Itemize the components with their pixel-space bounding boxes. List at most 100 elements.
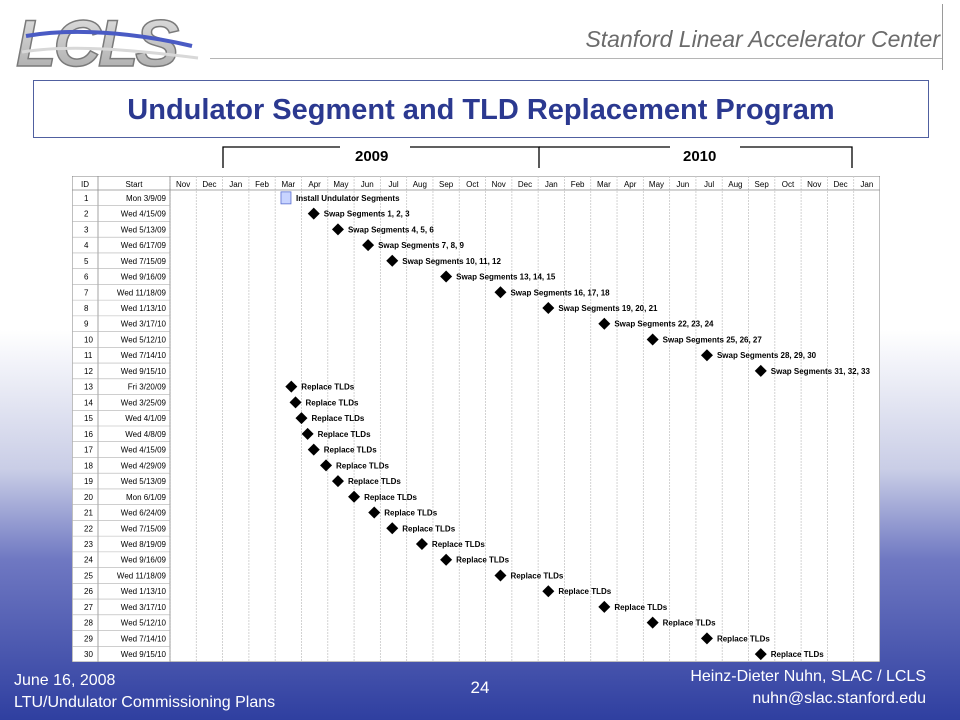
footer-right: Heinz-Dieter Nuhn, SLAC / LCLS nuhn@slac…	[690, 666, 926, 710]
row-id: 18	[84, 461, 93, 470]
milestone-label: Replace TLDs	[456, 556, 509, 565]
row-start-date: Wed 5/13/09	[121, 225, 167, 234]
milestone-marker	[700, 632, 713, 645]
chart-background	[72, 176, 880, 662]
row-start-date: Mon 6/1/09	[126, 493, 167, 502]
header-divider	[210, 58, 942, 59]
milestone-marker	[700, 349, 713, 362]
logo-text: LCLS	[16, 6, 179, 76]
month-label: Jun	[676, 180, 689, 189]
lcls-logo: LCLS	[15, 6, 199, 76]
row-start-date: Wed 3/17/10	[121, 320, 167, 329]
year-label-2009: 2009	[355, 148, 389, 165]
month-label: Dec	[518, 180, 532, 189]
row-id: 26	[84, 587, 93, 596]
month-label: Jan	[229, 180, 242, 189]
milestone-label: Replace TLDs	[348, 477, 401, 486]
row-id: 22	[84, 524, 93, 533]
row-id: 28	[84, 619, 93, 628]
month-label: Aug	[728, 180, 742, 189]
milestone-marker	[320, 459, 333, 472]
month-label: Oct	[466, 180, 479, 189]
month-label: Jul	[388, 180, 398, 189]
milestone-label: Swap Segments 1, 2, 3	[324, 210, 410, 219]
month-label: Apr	[308, 180, 321, 189]
milestone-marker	[440, 553, 453, 566]
row-id: 11	[84, 351, 93, 360]
row-id: 9	[84, 320, 89, 329]
milestone-label: Replace TLDs	[318, 430, 371, 439]
milestone-label: Replace TLDs	[717, 634, 770, 643]
task-bar	[280, 191, 292, 205]
milestone-label: Swap Segments 13, 14, 15	[456, 273, 556, 282]
milestone-marker	[598, 317, 611, 330]
footer-subtitle: LTU/Undulator Commissioning Plans	[14, 694, 276, 711]
month-label: Oct	[782, 180, 795, 189]
row-start-date: Wed 4/1/09	[125, 414, 166, 423]
row-start-date: Wed 7/14/10	[121, 634, 167, 643]
milestone-label: Replace TLDs	[614, 603, 667, 612]
milestone-marker	[331, 223, 344, 236]
milestone-marker	[348, 490, 361, 503]
row-start-date: Wed 5/12/10	[121, 619, 167, 628]
row-id: 14	[84, 398, 93, 407]
milestone-marker	[754, 364, 767, 377]
milestone-label: Swap Segments 28, 29, 30	[717, 351, 817, 360]
milestone-label: Replace TLDs	[384, 509, 437, 518]
row-start-date: Wed 1/13/10	[121, 304, 167, 313]
slide-title: Undulator Segment and TLD Replacement Pr…	[127, 94, 835, 126]
milestone-label: Swap Segments 16, 17, 18	[510, 288, 610, 297]
row-id: 16	[84, 430, 93, 439]
milestone-marker	[362, 239, 375, 252]
row-id: 12	[84, 367, 93, 376]
logo-swoosh-icon	[25, 29, 193, 48]
row-start-date: Wed 5/12/10	[121, 335, 167, 344]
row-start-date: Wed 4/15/09	[121, 446, 167, 455]
row-start-date: Wed 9/15/10	[121, 367, 167, 376]
milestone-marker	[440, 270, 453, 283]
row-start-date: Wed 11/18/09	[117, 571, 167, 580]
milestone-label: Swap Segments 10, 11, 12	[402, 257, 501, 266]
milestone-label: Replace TLDs	[771, 650, 824, 659]
column-header-id: ID	[81, 180, 89, 189]
milestone-label: Replace TLDs	[432, 540, 485, 549]
month-label: Dec	[202, 180, 216, 189]
milestone-marker	[494, 286, 507, 299]
row-id: 1	[84, 194, 89, 203]
column-header-start: Start	[126, 180, 144, 189]
milestone-label: Swap Segments 22, 23, 24	[614, 320, 714, 329]
month-label: Jun	[361, 180, 374, 189]
row-start-date: Wed 6/17/09	[121, 241, 167, 250]
row-start-date: Wed 7/15/09	[121, 257, 167, 266]
row-start-date: Wed 3/25/09	[121, 398, 167, 407]
row-id: 29	[84, 634, 93, 643]
row-id: 5	[84, 257, 89, 266]
row-id: 21	[84, 509, 93, 518]
row-start-date: Fri 3/20/09	[128, 383, 167, 392]
year-brackets	[222, 146, 853, 168]
row-id: 24	[84, 556, 93, 565]
milestone-marker	[542, 302, 555, 314]
row-id: 30	[84, 650, 93, 659]
milestone-label: Replace TLDs	[558, 587, 611, 596]
row-start-date: Wed 1/13/10	[121, 587, 167, 596]
month-label: Feb	[255, 180, 269, 189]
row-id: 8	[84, 304, 89, 313]
month-label: Jan	[860, 180, 873, 189]
row-start-date: Mon 3/9/09	[126, 194, 167, 203]
row-start-date: Wed 8/19/09	[121, 540, 167, 549]
milestone-label: Replace TLDs	[402, 524, 455, 533]
milestone-marker	[542, 585, 555, 598]
task-label: Install Undulator Segments	[296, 194, 400, 203]
row-id: 17	[84, 446, 93, 455]
month-label: Nov	[176, 180, 190, 189]
row-start-date: Wed 5/13/09	[121, 477, 167, 486]
row-id: 2	[84, 210, 89, 219]
milestone-label: Replace TLDs	[324, 446, 377, 455]
header-vertical-divider	[942, 4, 943, 70]
milestone-marker	[494, 569, 507, 582]
footer-date: June 16, 2008	[14, 672, 116, 689]
row-start-date: Wed 4/8/09	[125, 430, 166, 439]
milestone-label: Replace TLDs	[306, 398, 359, 407]
row-id: 4	[84, 241, 89, 250]
